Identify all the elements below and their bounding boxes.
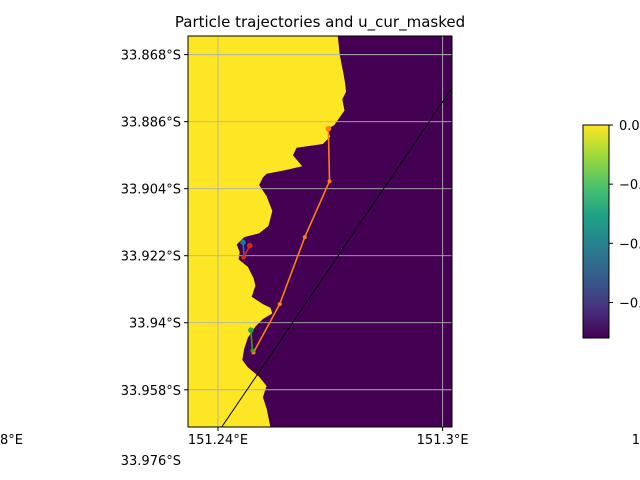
x-tick-label: 151.24°E [188,433,248,448]
colorbar-gradient [582,124,610,339]
plot-frame [187,35,453,428]
land-area [188,36,346,427]
trajectory-point [241,255,246,260]
colorbar-ticks: 0.0 −0. −0. −0. [609,119,640,312]
y-tick-label: 33.904°S [121,183,181,198]
trajectory-4 [241,242,253,260]
y-tick-label: 33.976°S [121,454,181,469]
trajectory-2 [251,125,332,355]
y-tick-label: 33.868°S [121,49,181,64]
y-tick-label: 33.886°S [121,116,181,131]
trajectory-point [277,302,282,307]
trajectory-3 [248,327,255,353]
x-axis-ticks: 151.24°E 151.3°E 8°E 1 [0,427,640,448]
trajectory-start-point [246,242,253,249]
y-tick-label: 33.922°S [121,250,181,265]
y-tick-label: 33.958°S [121,384,181,399]
x-tick-label-clipped: 8°E [0,433,23,448]
trajectory-point [327,179,332,184]
trajectory-start-point [325,125,332,132]
chart-title: Particle trajectories and u_cur_masked [175,13,465,32]
colorbar-tick-label: −0. [619,297,640,312]
boundary-line [221,87,452,427]
y-tick-label: 33.94°S [129,317,181,332]
colorbar-tick-label: −0. [619,178,640,193]
colorbar-tick-label: −0. [619,237,640,252]
trajectory-start-point [248,327,254,333]
y-axis-ticks: 33.868°S 33.886°S 33.904°S 33.922°S 33.94°S 3… [121,49,188,469]
trajectory-line [250,330,254,351]
map-plot-area [188,36,452,427]
trajectory-start-point [240,239,246,246]
trajectory-point [302,235,307,240]
colorbar: 0.0 −0. −0. −0. [582,119,640,339]
trajectory-point [250,348,255,353]
trajectory-series [240,125,332,355]
x-tick-label: 151.3°E [417,433,469,448]
colorbar-tick-label: 0.0 [619,119,640,134]
x-tick-label-clipped: 1 [632,433,640,448]
